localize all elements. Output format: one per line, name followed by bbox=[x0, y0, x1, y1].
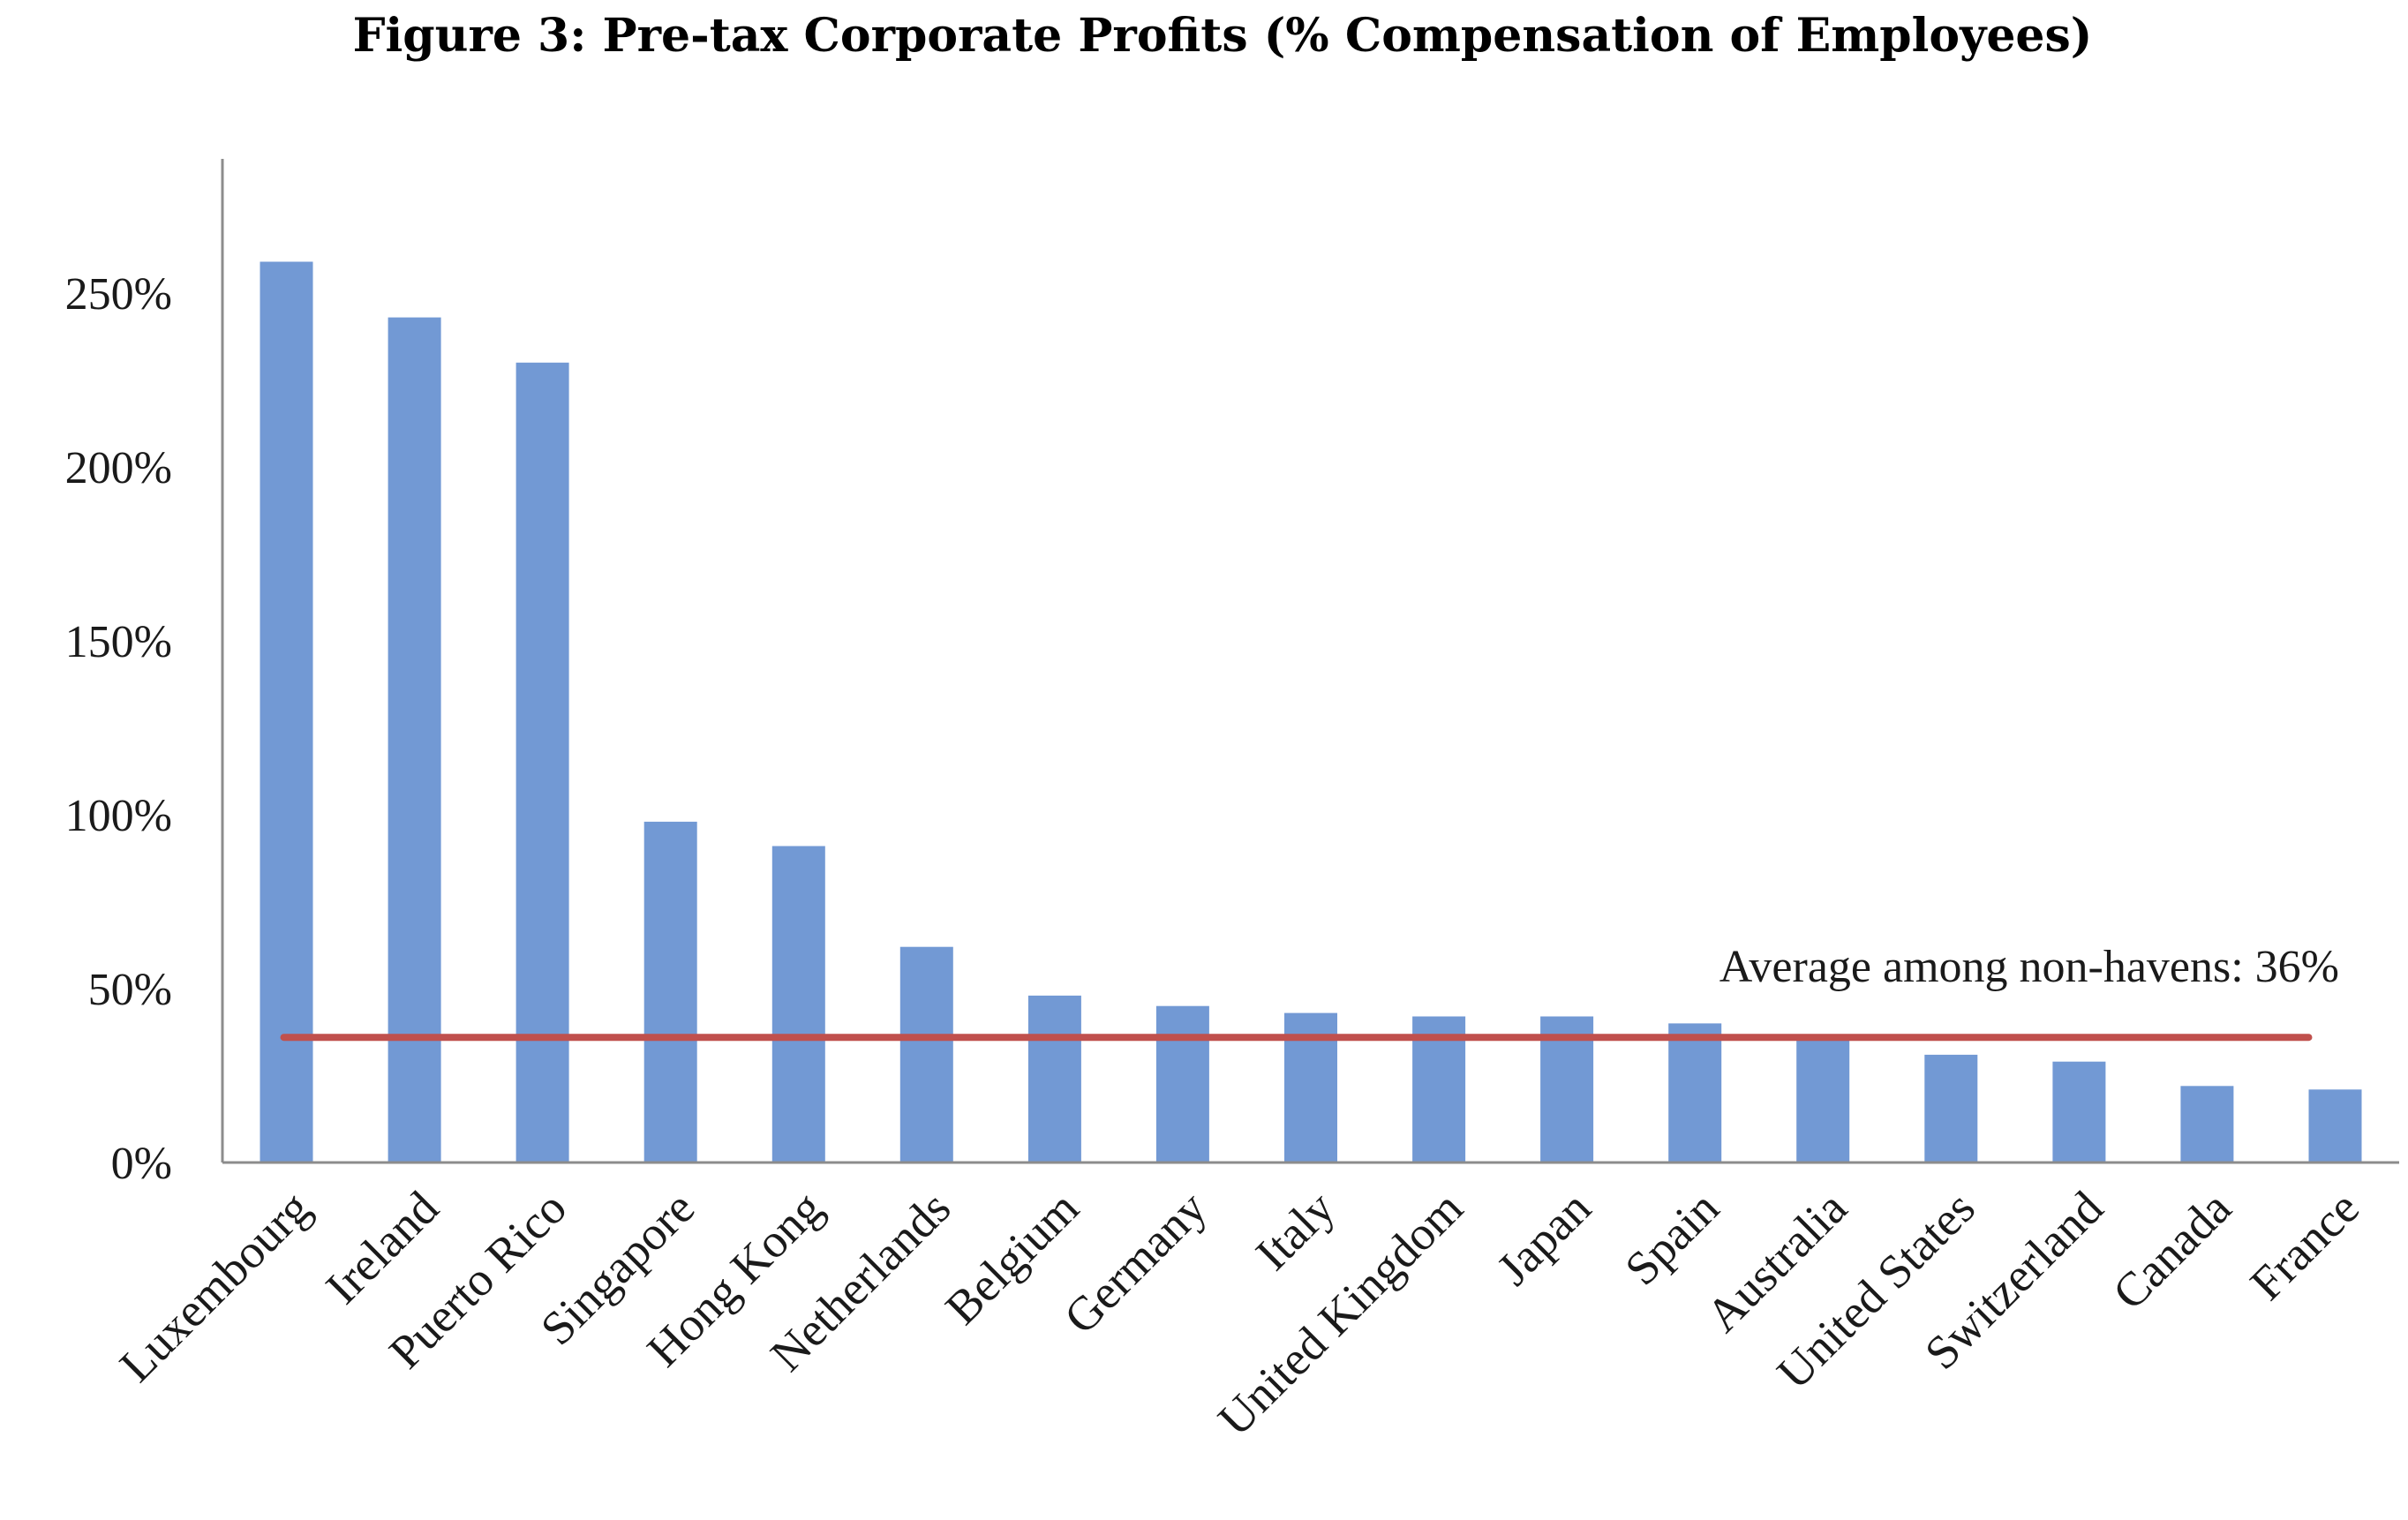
y-axis-ticks: 0% 50% 100% 150% 200% 250% bbox=[65, 269, 172, 1189]
y-tick-label: 0% bbox=[111, 1139, 172, 1189]
bar bbox=[388, 317, 441, 1163]
y-tick-label: 100% bbox=[65, 791, 172, 841]
bar bbox=[643, 821, 697, 1163]
y-tick-label: 250% bbox=[65, 269, 172, 320]
x-category-label: France bbox=[2240, 1181, 2369, 1310]
bar bbox=[771, 846, 825, 1163]
x-category-label: Luxembourg bbox=[109, 1181, 320, 1392]
y-tick-label: 200% bbox=[65, 443, 172, 493]
bar bbox=[2180, 1086, 2234, 1163]
x-category-label: Italy bbox=[1245, 1181, 1344, 1280]
axes bbox=[221, 159, 2399, 1164]
bar bbox=[1027, 995, 1081, 1163]
bar bbox=[260, 261, 313, 1163]
x-category-label: Japan bbox=[1486, 1181, 1600, 1295]
average-annotation: Average among non-havens: 36% bbox=[1719, 942, 2339, 992]
bar-series bbox=[260, 261, 2362, 1163]
bar bbox=[1668, 1023, 1722, 1163]
bar bbox=[2052, 1061, 2106, 1163]
bar bbox=[899, 946, 953, 1163]
reference-line-group: Average among non-havens: 36% bbox=[280, 942, 2339, 1042]
bar bbox=[1924, 1054, 1978, 1163]
x-category-label: Spain bbox=[1614, 1181, 1728, 1295]
bar bbox=[2308, 1089, 2362, 1163]
bar bbox=[1155, 1005, 1209, 1163]
chart-title: Figure 3: Pre-tax Corporate Profits (% C… bbox=[353, 9, 2093, 63]
y-tick-label: 50% bbox=[88, 965, 172, 1015]
bar bbox=[515, 362, 569, 1163]
bar bbox=[1796, 1037, 1850, 1163]
x-category-label: Germany bbox=[1054, 1181, 1216, 1343]
x-category-label: Canada bbox=[2103, 1181, 2241, 1320]
y-tick-label: 150% bbox=[65, 617, 172, 667]
